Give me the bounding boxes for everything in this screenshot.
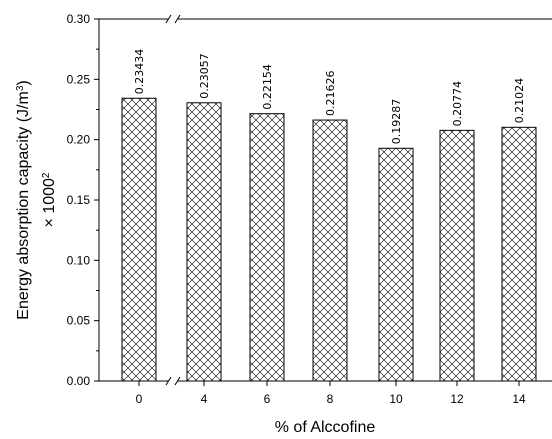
x-tick-label: 10 — [389, 392, 403, 406]
x-tick-label: 8 — [327, 392, 334, 406]
y-tick-label: 0.25 — [67, 72, 91, 86]
svg-text:Energy absorption capacity (J/: Energy absorption capacity (J/m3) — [15, 80, 33, 319]
y-tick-label: 0.15 — [67, 193, 91, 207]
bar — [501, 126, 537, 382]
x-tick-label: 0 — [136, 392, 143, 406]
y-tick-label: 0.10 — [67, 253, 91, 267]
x-tick-label: 6 — [264, 392, 271, 406]
y-axis-title-line1-sup: 3 — [15, 85, 26, 91]
data-label: 0.19287 — [390, 99, 403, 145]
data-label: 0.21626 — [324, 71, 337, 117]
y-axis-ticks: 0.00 0.05 0.10 0.15 0.20 0.25 0.30 — [67, 12, 99, 388]
data-label: 0.23057 — [198, 53, 211, 99]
bar — [312, 119, 348, 382]
y-tick-label: 0.30 — [67, 12, 91, 26]
y-axis-title-line2-prefix: × 1000 — [41, 178, 58, 227]
x-tick-label: 12 — [450, 392, 464, 406]
x-axis-title: % of Alccofine — [275, 419, 376, 436]
data-label: 0.22154 — [261, 64, 274, 110]
y-axis-title-line1-suffix: ) — [15, 80, 32, 85]
bar — [186, 102, 222, 382]
bar — [121, 97, 157, 382]
y-tick-label: 0.20 — [67, 133, 91, 147]
y-axis-title: Energy absorption capacity (J/m3) — [15, 80, 33, 319]
y-tick-label: 0.00 — [67, 374, 91, 388]
x-axis-break-top — [165, 14, 181, 24]
data-label: 0.20774 — [451, 81, 464, 127]
data-label: 0.23434 — [133, 49, 146, 95]
y-tick-label: 0.05 — [67, 314, 91, 328]
svg-text:× 10002: × 10002 — [41, 172, 59, 227]
y-axis-title-line1-prefix: Energy absorption capacity (J/m — [15, 91, 32, 320]
x-tick-label: 14 — [512, 392, 526, 406]
bar — [439, 129, 475, 382]
x-axis-break-bottom — [165, 376, 181, 386]
y-axis-title-line2-sup: 2 — [41, 172, 52, 178]
x-axis-ticks: 0 4 6 8 10 12 14 — [136, 381, 526, 406]
bar — [249, 113, 285, 382]
bar — [378, 147, 414, 382]
bars — [121, 97, 537, 382]
data-labels: 0.23434 0.23057 0.22154 0.21626 0.19287 0.207… — [133, 49, 526, 145]
data-label: 0.21024 — [513, 78, 526, 124]
y-axis-title-line2: × 10002 — [41, 172, 59, 227]
x-tick-label: 4 — [201, 392, 208, 406]
